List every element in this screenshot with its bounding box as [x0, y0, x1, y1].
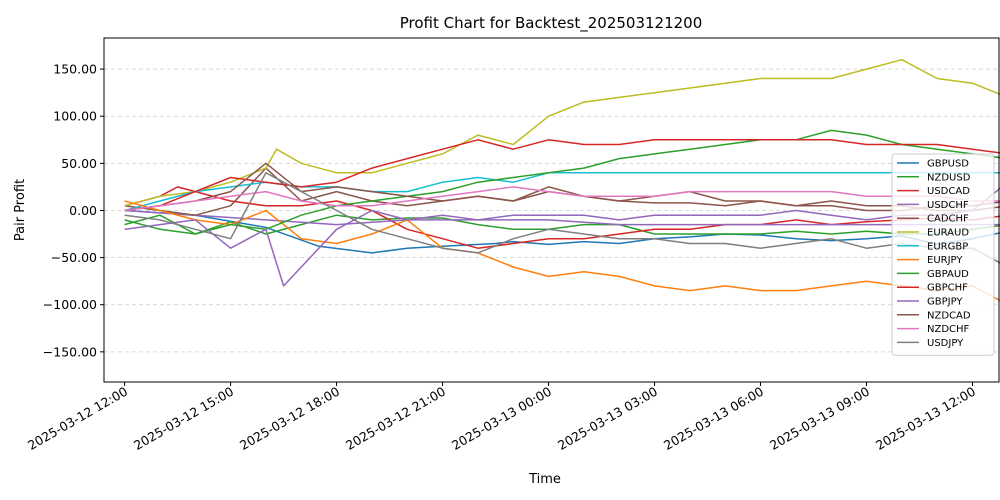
- series-line-gbpusd: [124, 209, 1000, 254]
- series-line-nzdusd: [124, 214, 1000, 235]
- series-lines: [124, 58, 1000, 302]
- legend-label: USDJPY: [927, 338, 964, 349]
- legend-label: GBPCHF: [927, 283, 968, 294]
- series-line-usdjpy: [124, 172, 1000, 264]
- legend-label: EURGBP: [927, 241, 968, 252]
- legend-label: EURJPY: [927, 255, 963, 266]
- series-line-gbpchf: [124, 139, 1000, 212]
- y-tick-label: 100.00: [53, 109, 97, 124]
- y-tick-label: 0.00: [69, 203, 97, 218]
- y-axis-label: Pair Profit: [13, 179, 28, 241]
- series-line-eurgbp: [124, 172, 1000, 212]
- x-tick-label: 2025-03-13 00:00: [449, 384, 554, 453]
- x-axis-label: Time: [528, 472, 561, 487]
- grid: [104, 68, 999, 353]
- legend-label: GBPUSD: [927, 159, 969, 170]
- series-line-euraud: [124, 58, 1000, 207]
- legend-label: USDCHF: [927, 200, 969, 211]
- y-tick-label: −150.00: [43, 344, 97, 359]
- x-tick-label: 2025-03-13 03:00: [555, 384, 660, 453]
- series-line-usdchf: [124, 209, 1000, 226]
- x-tick-label: 2025-03-13 12:00: [873, 384, 978, 453]
- y-tick-label: −100.00: [43, 297, 97, 312]
- series-line-usdcad: [124, 186, 1000, 249]
- legend-label: GBPJPY: [927, 297, 963, 308]
- series-line-gbpjpy: [124, 187, 1000, 287]
- y-tick-label: 50.00: [61, 156, 97, 171]
- legend-label: CADCHF: [927, 214, 969, 225]
- legend-label: EURAUD: [927, 228, 969, 239]
- series-line-eurjpy: [124, 200, 1000, 302]
- legend-label: NZDCHF: [927, 324, 970, 335]
- legend-label: NZDUSD: [927, 172, 971, 183]
- legend-label: GBPAUD: [927, 269, 969, 280]
- x-tick-label: 2025-03-13 09:00: [767, 384, 872, 453]
- y-tick-label: −50.00: [51, 250, 97, 265]
- legend-label: NZDCAD: [927, 310, 971, 321]
- x-tick-label: 2025-03-12 18:00: [237, 384, 342, 453]
- x-axis-ticks: 2025-03-12 12:00 2025-03-12 15:00 2025-03-…: [25, 382, 978, 453]
- legend-label: USDCAD: [927, 186, 970, 197]
- x-tick-label: 2025-03-12 12:00: [25, 384, 130, 453]
- x-tick-label: 2025-03-12 15:00: [131, 384, 236, 453]
- chart-title: Profit Chart for Backtest_202503121200: [400, 14, 703, 33]
- y-axis-ticks: −150.00 −100.00 −50.00 0.00 50.00 100.00 150.0…: [43, 62, 104, 359]
- y-tick-label: 150.00: [53, 62, 97, 77]
- series-line-nzdchf: [124, 186, 1000, 212]
- x-tick-label: 2025-03-12 21:00: [343, 384, 448, 453]
- series-line-gbpaud: [124, 129, 1000, 235]
- legend: GBPUSD NZDUSD USDCAD USDCHF CADCHF EURAUD EURG…: [891, 153, 995, 356]
- x-tick-label: 2025-03-13 06:00: [661, 384, 766, 453]
